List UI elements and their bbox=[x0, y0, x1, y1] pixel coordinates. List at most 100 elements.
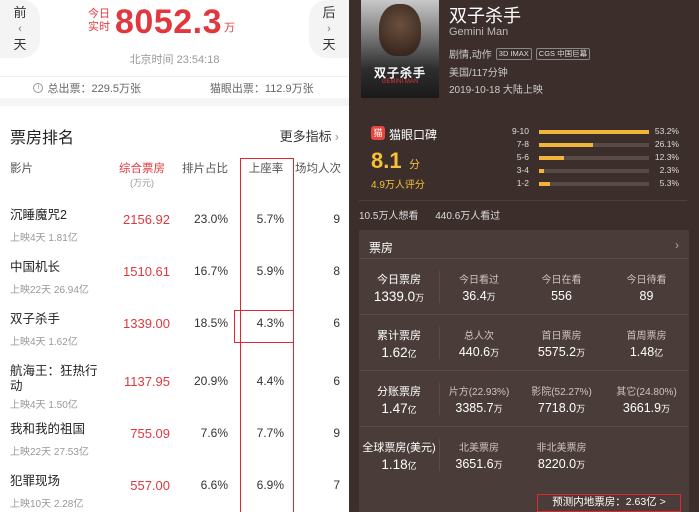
maoyan-rating-box: 猫 猫眼口碑 8.1 分 4.9万人评分 9-10 53.2% 7-8 26.1% 5-… bbox=[361, 118, 687, 202]
today-realtime-label: 今日实时 bbox=[88, 8, 110, 33]
film-share: 6.6% bbox=[200, 478, 228, 492]
box-office-cell-unit: 万 bbox=[576, 404, 586, 414]
rating-label: 猫眼口碑 bbox=[389, 128, 438, 142]
box-office-cell-unit: 万 bbox=[493, 460, 503, 470]
rating-distribution-row: 9-10 53.2% bbox=[501, 126, 681, 138]
rating-distribution-row: 1-2 5.3% bbox=[501, 178, 681, 190]
prev-day-label-3: 天 bbox=[13, 37, 27, 52]
more-metrics-link[interactable]: 更多指标 › bbox=[280, 126, 339, 145]
box-office-cell-label: 今日看过 bbox=[459, 275, 499, 286]
chevron-right-icon[interactable]: › bbox=[675, 238, 679, 252]
today-realtime-unit: 万 bbox=[224, 22, 235, 34]
rating-percentage: 12.3% bbox=[654, 152, 679, 162]
table-row[interactable]: 犯罪现场 上映10天 2.28亿 557.00 6.6% 6.9% 7 bbox=[0, 462, 349, 512]
box-office-cell-value: 1.18亿 bbox=[359, 457, 439, 472]
box-office-cell-label: 北美票房 bbox=[459, 443, 499, 454]
box-office-row: 分账票房 1.47亿 片方(22.93%) 3385.7万 影院(52.27%) 7718… bbox=[359, 370, 689, 426]
format-tag-cgs: CGS 中国巨幕 bbox=[535, 47, 591, 60]
box-office-cell-value: 3385.7万 bbox=[439, 401, 519, 415]
box-office-cell: 总人次 440.6万 bbox=[439, 315, 519, 371]
box-office-ranking-panel: 前 ‹ 天 今日实时 8052.3 万 后 › 天 北京时间 23:54:18 … bbox=[0, 0, 349, 512]
film-release-meta: 上映22天 27.53亿 bbox=[10, 447, 89, 458]
table-row[interactable]: 沉睡魔咒2 上映4天 1.81亿 2156.92 23.0% 5.7% 9 bbox=[0, 196, 349, 248]
box-office-cell: 北美票房 3651.6万 bbox=[439, 427, 519, 483]
box-office-cell-value: 3661.9万 bbox=[604, 401, 689, 415]
table-row[interactable]: 我和我的祖国 上映22天 27.53亿 755.09 7.6% 7.7% 9 bbox=[0, 410, 349, 462]
film-share: 18.5% bbox=[193, 316, 228, 330]
ticket-totals-bar: i 总出票：229.5万张 猫眼出票：112.9万张 bbox=[0, 76, 349, 106]
box-office-cell: 今日待看 89 bbox=[604, 259, 689, 315]
box-office-cell-label: 今日票房 bbox=[377, 274, 421, 286]
box-office-row: 全球票房(美元) 1.18亿 北美票房 3651.6万 非北美票房 8220.0万 bbox=[359, 426, 689, 482]
film-name: 航海王：狂热行动 bbox=[10, 364, 98, 393]
box-office-cell-number: 1.18 bbox=[381, 457, 408, 472]
box-office-row: 累计票房 1.62亿 总人次 440.6万 首日票房 5575.2万 首周票房 1.48亿 bbox=[359, 314, 689, 370]
box-office-detail[interactable]: 票房 › 今日票房 1339.0万 今日看过 36.4万 今日在看 556 今日待看 89 累计… bbox=[359, 230, 689, 512]
box-office-cell-number: 36.4 bbox=[462, 289, 487, 303]
prev-day-label-1: 前 bbox=[13, 5, 27, 20]
rating-range-label: 5-6 bbox=[516, 152, 529, 162]
forecast-box-office-button[interactable]: 预测内地票房：2.63亿 > bbox=[537, 494, 681, 512]
box-office-cell-number: 5575.2 bbox=[537, 345, 577, 359]
rating-range-label: 7-8 bbox=[516, 139, 529, 149]
box-office-cell: 全球票房(美元) 1.18亿 bbox=[359, 427, 439, 483]
next-day-label-1: 后 bbox=[322, 5, 336, 20]
box-office-cell: 累计票房 1.62亿 bbox=[359, 315, 439, 371]
table-row[interactable]: 中国机长 上映22天 26.94亿 1510.61 16.7% 5.9% 8 bbox=[0, 248, 349, 300]
box-office-cell-value: 5575.2万 bbox=[519, 345, 604, 359]
want-to-watch: 10.5万人想看 bbox=[359, 211, 419, 222]
previous-day-button[interactable]: 前 ‹ 天 bbox=[0, 0, 40, 58]
film-avg-per-show: 7 bbox=[333, 478, 340, 492]
film-box-office: 1510.61 bbox=[123, 264, 170, 279]
box-office-cell-label: 首周票房 bbox=[626, 331, 667, 342]
box-office-cell: 非北美票房 8220.0万 bbox=[519, 427, 604, 483]
box-office-cell-unit: 亿 bbox=[407, 461, 417, 471]
next-day-button[interactable]: 后 › 天 bbox=[309, 0, 349, 58]
box-office-cell-value: 36.4万 bbox=[439, 289, 519, 303]
box-office-cell-unit: 万 bbox=[661, 404, 671, 414]
box-office-cell-unit: 亿 bbox=[654, 348, 664, 358]
box-office-cell-value: 1.62亿 bbox=[359, 345, 439, 360]
poster-subtitle: GEMINI MAN bbox=[381, 79, 419, 85]
rating-bar-track bbox=[539, 143, 649, 147]
box-office-cell-value: 8220.0万 bbox=[519, 457, 604, 471]
table-row[interactable]: 航海王：狂热行动 上映4天 1.50亿 1137.95 20.9% 4.4% 6 bbox=[0, 352, 349, 411]
header-share[interactable]: 排片占比 bbox=[182, 163, 228, 175]
film-box-office: 1137.95 bbox=[123, 374, 170, 389]
film-share: 20.9% bbox=[193, 374, 228, 388]
cell-divider bbox=[439, 271, 440, 303]
header-avg-per-show[interactable]: 场均人次 bbox=[295, 163, 341, 175]
more-metrics-label: 更多指标 bbox=[279, 129, 332, 144]
film-english-title: Gemini Man bbox=[449, 26, 509, 38]
box-office-cell-unit: 万 bbox=[490, 348, 500, 358]
box-office-cell-value: 1.48亿 bbox=[604, 345, 689, 359]
cell-divider bbox=[439, 327, 440, 359]
header-box-office[interactable]: 综合票房 (万元) bbox=[114, 162, 170, 190]
box-office-cell-unit: 亿 bbox=[407, 349, 417, 359]
film-name: 双子杀手 bbox=[10, 312, 61, 326]
maoyan-tickets: 猫眼出票：112.9万张 bbox=[175, 80, 350, 96]
total-tickets[interactable]: i 总出票：229.5万张 bbox=[0, 80, 175, 96]
box-office-cell-number: 89 bbox=[639, 289, 654, 303]
box-office-cell-unit: 万 bbox=[415, 293, 425, 303]
format-tag-3d-imax: 3D IMAX bbox=[495, 47, 532, 60]
table-row[interactable]: 双子杀手 上映4天 1.62亿 1339.00 18.5% 4.3% 6 bbox=[0, 300, 349, 352]
rating-percentage: 2.3% bbox=[659, 165, 679, 175]
rating-bar-track bbox=[539, 169, 649, 173]
beijing-time: 北京时间 23:54:18 bbox=[129, 54, 220, 66]
box-office-cell: 片方(22.93%) 3385.7万 bbox=[439, 371, 519, 427]
box-office-cell-label: 影院(52.27%) bbox=[531, 387, 592, 398]
film-poster[interactable]: 双子杀手 GEMINI MAN bbox=[361, 0, 439, 98]
header-seat-rate[interactable]: 上座率 bbox=[248, 163, 284, 175]
box-office-cell-number: 7718.0 bbox=[537, 401, 577, 415]
total-tickets-text: 总出票：229.5万张 bbox=[47, 82, 142, 95]
box-office-cell-label: 其它(24.80%) bbox=[616, 387, 677, 398]
film-origin: 美国/117分钟 bbox=[449, 68, 508, 79]
rating-range-label: 9-10 bbox=[511, 126, 529, 136]
rating-count: 4.9万人评分 bbox=[371, 180, 425, 191]
box-office-cell-value: 89 bbox=[604, 289, 689, 303]
box-office-cell-label: 累计票房 bbox=[377, 330, 421, 342]
info-icon: i bbox=[33, 82, 44, 93]
box-office-cell-label: 今日在看 bbox=[541, 275, 582, 286]
film-avg-per-show: 6 bbox=[333, 316, 340, 330]
